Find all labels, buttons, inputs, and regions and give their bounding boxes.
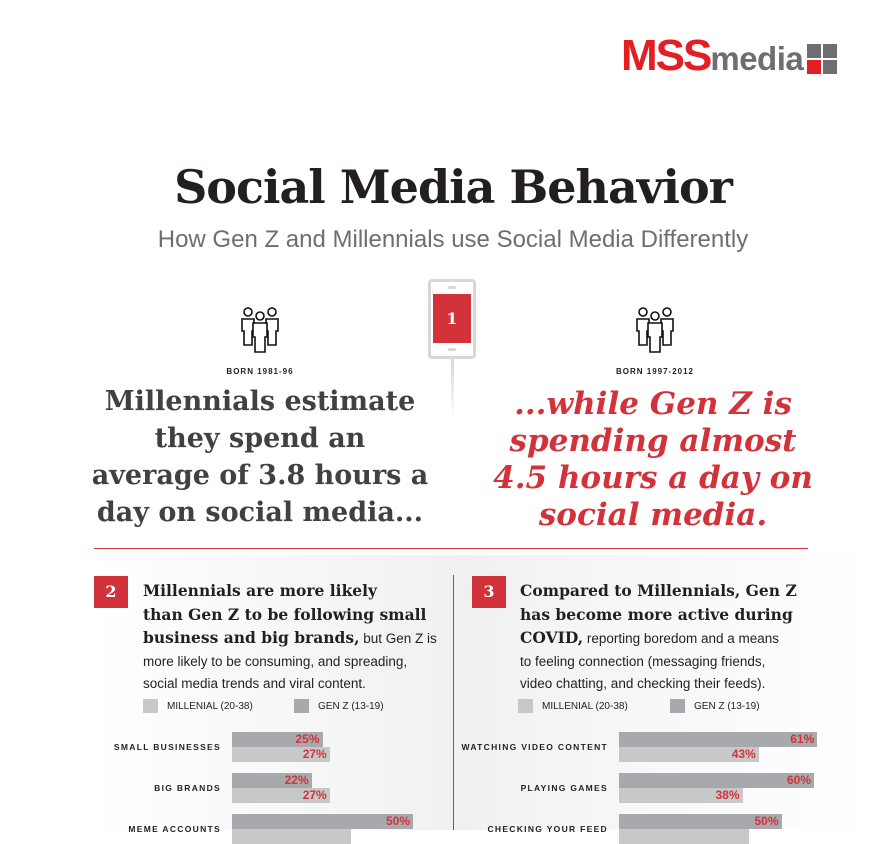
- category-label: CHECKING YOUR FEED: [487, 824, 608, 834]
- statement-line: spending almost: [509, 423, 797, 459]
- text: reporting boredom and a means: [583, 631, 780, 646]
- data-label: 27%: [302, 788, 327, 802]
- data-label: 22%: [284, 773, 309, 787]
- text-bold: business and big brands,: [143, 628, 360, 647]
- text-bold: has become more active during: [520, 604, 793, 624]
- section-number-1: 1: [433, 294, 471, 343]
- legend-millennial: MILLENIAL (20-38): [518, 699, 628, 713]
- text: to feeling connection (messaging friends…: [520, 653, 766, 669]
- data-label: 60%: [786, 773, 811, 787]
- data-label: 50%: [385, 814, 410, 828]
- mss-media-logo: MSS media: [621, 31, 838, 80]
- genz-statement: ...while Gen Z is spending almost 4.5 ho…: [473, 386, 833, 534]
- legend-genz: GEN Z (13-19): [670, 699, 760, 713]
- data-label: 61%: [790, 732, 815, 746]
- statement-line: 4.5 hours a day on: [493, 460, 813, 496]
- data-label: 43%: [731, 747, 756, 761]
- text-bold: Compared to Millennials, Gen Z: [520, 581, 797, 600]
- statement-line: Millennials estimate: [104, 386, 416, 417]
- legend-swatch: [143, 699, 158, 713]
- category-label: MEME ACCOUNTS: [128, 824, 221, 834]
- text: video chatting, and checking their feeds…: [520, 676, 766, 691]
- statement-line: ...while Gen Z is: [514, 386, 792, 422]
- text: more likely to be consuming, and spreadi…: [143, 653, 408, 669]
- bar-genz: 61%: [619, 732, 818, 747]
- data-label: 50%: [754, 814, 779, 828]
- category-label: SMALL BUSINESSES: [113, 742, 221, 752]
- section-divider: [94, 548, 808, 549]
- section2-text: Millennials are more likely than Gen Z t…: [143, 580, 443, 696]
- text-bold: Millennials are more likely: [143, 581, 378, 600]
- bar-millennial: 38%: [619, 788, 743, 803]
- logo-mss: MSS: [621, 31, 712, 80]
- statement-line: average of 3.8 hours a: [91, 460, 429, 491]
- data-label: 27%: [302, 747, 327, 761]
- category-label: WATCHING VIDEO CONTENT: [461, 742, 608, 752]
- legend-millennial: MILLENIAL (20-38): [143, 699, 253, 713]
- legend-label: GEN Z (13-19): [694, 700, 760, 712]
- section-number-2: 2: [94, 576, 128, 608]
- category-label: BIG BRANDS: [154, 783, 221, 793]
- text-bold: than Gen Z to be following small: [143, 604, 427, 624]
- page-title: Social Media Behavior: [174, 160, 733, 214]
- section-number-3: 3: [472, 576, 506, 608]
- bar-genz: 22%: [232, 773, 312, 788]
- phone-icon: 1: [428, 279, 476, 359]
- millennial-statement: Millennials estimate they spend an avera…: [80, 383, 440, 531]
- text-bold: COVID,: [520, 628, 584, 647]
- section3-text: Compared to Millennials, Gen Z has becom…: [520, 580, 840, 696]
- bar-millennial: 27%: [232, 747, 330, 762]
- logo-media: media: [710, 40, 804, 77]
- data-label: 25%: [295, 732, 320, 746]
- logo-squares-icon: [807, 44, 838, 74]
- bar-genz: 50%: [232, 814, 413, 829]
- category-label: PLAYING GAMES: [520, 783, 608, 793]
- connector-line: [451, 359, 454, 421]
- legend-genz: GEN Z (13-19): [294, 699, 384, 713]
- text: but Gen Z is: [359, 631, 437, 646]
- bar-millennial: 43%: [619, 747, 759, 762]
- legend-swatch: [294, 699, 309, 713]
- legend-swatch: [518, 699, 533, 713]
- column-divider: [453, 575, 454, 830]
- bar-millennial: [619, 829, 749, 844]
- page-subtitle: How Gen Z and Millennials use Social Med…: [157, 226, 749, 253]
- statement-line: social media.: [538, 497, 768, 533]
- legend-label: GEN Z (13-19): [318, 700, 384, 712]
- statement-line: day on social media...: [96, 497, 424, 528]
- bar-millennial: 27%: [232, 788, 330, 803]
- genz-born-range: BORN 1997-2012: [615, 367, 695, 376]
- legend-swatch: [670, 699, 685, 713]
- millennial-born-range: BORN 1981-96: [226, 367, 294, 376]
- people-group-icon: [636, 307, 674, 353]
- legend-label: MILLENIAL (20-38): [542, 700, 628, 712]
- bar-genz: 25%: [232, 732, 323, 747]
- text: social media trends and viral content.: [143, 676, 366, 691]
- legend-label: MILLENIAL (20-38): [167, 700, 253, 712]
- bar-genz: 50%: [619, 814, 782, 829]
- statement-line: they spend an: [154, 423, 366, 454]
- bar-millennial: [232, 829, 352, 844]
- bar-genz: 60%: [619, 773, 814, 788]
- people-group-icon: [241, 307, 279, 353]
- data-label: 38%: [715, 788, 740, 802]
